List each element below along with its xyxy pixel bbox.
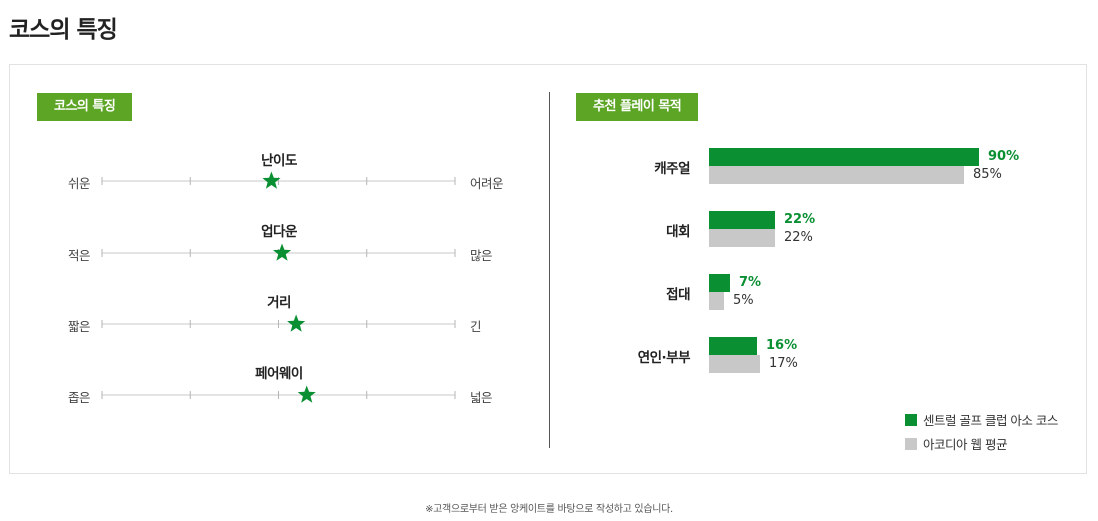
secondary-bar [709,229,775,247]
category-label: 연인·부부 [637,350,691,366]
rating-star-icon [273,243,292,261]
legend-label: 센트럴 골프 클럽 아소 코스 [923,413,1058,428]
scale-high-label: 어려운 [470,176,504,191]
secondary-value-label: 17% [769,356,798,371]
secondary-bar [709,166,964,184]
scale-high-label: 넓은 [470,390,493,405]
primary-bar [709,274,730,292]
secondary-bar [709,292,724,310]
legend-label: 아코디아 웹 평균 [923,437,1007,452]
course-features-card: 코스의 특징 추천 플레이 목적 난이도 쉬운 어려운 업다운 적은 많은 거리… [9,64,1087,474]
scale-low-label: 적은 [67,248,91,263]
primary-bar [709,211,775,229]
secondary-value-label: 5% [733,293,754,308]
rating-star-icon [262,171,281,189]
primary-value-label: 16% [766,338,798,353]
footnote: ※고객으로부터 받은 앙케이트를 바탕으로 작성하고 있습니다. [425,504,673,515]
primary-value-label: 7% [739,275,762,290]
primary-value-label: 90% [988,149,1020,164]
chart-graphics [101,148,979,403]
chart-title-badge: 추천 플레이 목적 [576,93,699,121]
category-label: 대회 [666,224,690,240]
rating-star-icon [297,385,316,403]
primary-value-label: 22% [784,212,816,227]
primary-bar [709,148,979,166]
scale-high-label: 많은 [470,248,493,263]
scale-low-label: 좁은 [67,390,91,405]
page-title: 코스의 특징 [9,17,118,43]
scale-title: 거리 [267,295,291,311]
legend-swatch-primary [905,414,917,426]
category-label: 접대 [666,287,690,303]
secondary-value-label: 22% [784,230,813,245]
scale-title: 업다운 [261,224,297,240]
category-label: 캐주얼 [654,161,690,177]
scale-title: 페어웨이 [255,366,303,382]
scale-low-label: 쉬운 [67,176,91,191]
legend-item-primary: 센트럴 골프 클럽 아소 코스 [905,410,1058,429]
primary-bar [709,337,757,355]
panel-divider [549,92,550,448]
scale-title: 난이도 [261,153,297,169]
rating-star-icon [287,314,306,332]
secondary-bar [709,355,760,373]
legend-item-secondary: 아코디아 웹 평균 [905,434,1007,453]
features-badge: 코스의 특징 [37,93,133,121]
scale-low-label: 짧은 [67,319,91,334]
legend-swatch-secondary [905,438,917,450]
secondary-value-label: 85% [973,167,1002,182]
scale-high-label: 긴 [470,319,482,334]
